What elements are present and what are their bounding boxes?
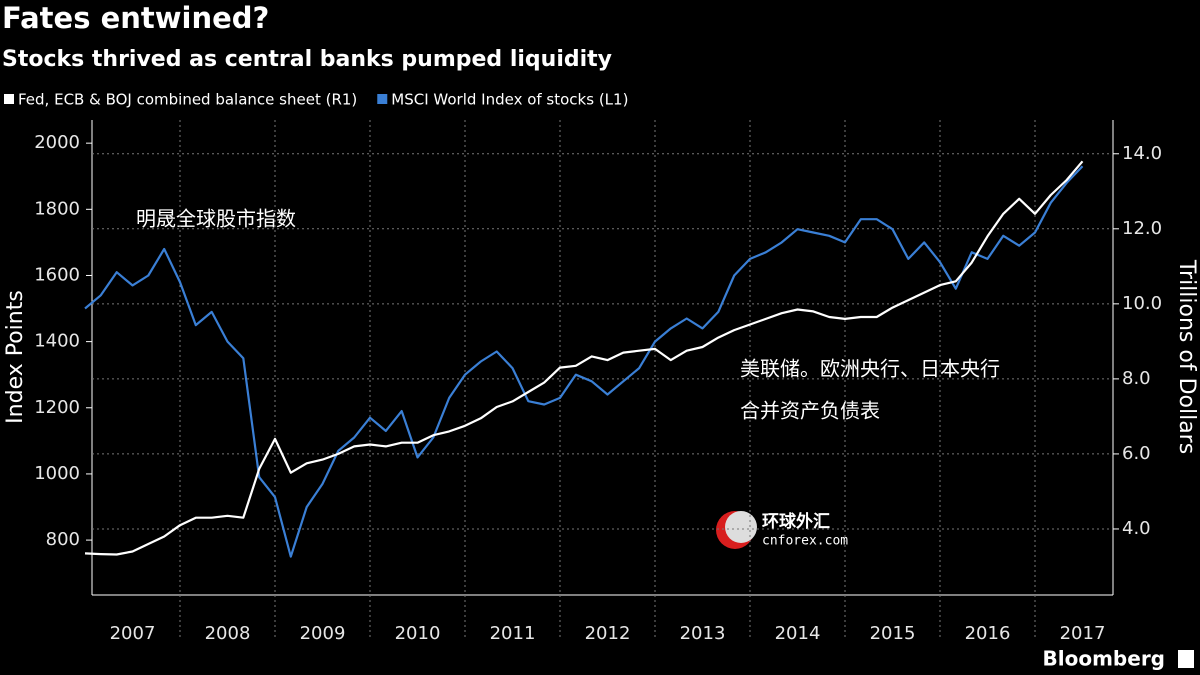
y-tick-label: 800 [46,529,80,550]
x-tick-label: 2010 [395,623,441,644]
legend-label: Fed, ECB & BOJ combined balance sheet (R… [18,91,357,109]
x-tick-label: 2011 [490,623,536,644]
x-tick-label: 2015 [870,623,916,644]
watermark-logo [725,511,757,543]
x-tick-label: 2017 [1060,623,1106,644]
y2-tick-label: 14.0 [1122,143,1162,164]
series-line [84,165,1084,558]
chart-subtitle: Stocks thrived as central banks pumped l… [2,47,612,72]
y-tick-label: 1000 [34,463,80,484]
source: Bloomberg [1043,647,1165,671]
y-tick-label: 1400 [34,331,80,352]
y2-tick-label: 8.0 [1122,368,1151,389]
legend-swatch [4,94,14,104]
annotation: 合并资产负债表 [740,399,880,423]
y-tick-label: 1600 [34,264,80,285]
legend-swatch [377,94,388,104]
y2-tick-label: 10.0 [1122,293,1162,314]
watermark: 环球外汇 [762,511,830,532]
x-tick-label: 2007 [110,623,156,644]
watermark: cnforex.com [762,534,848,549]
x-tick-label: 2014 [775,623,821,644]
annotation: 明晟全球股市指数 [136,207,296,231]
x-tick-label: 2008 [205,623,251,644]
chart-title: Fates entwined? [2,1,269,35]
y-tick-label: 2000 [34,132,80,153]
y2-axis-title: Trillions of Dollars [1174,259,1199,454]
y2-tick-label: 12.0 [1122,218,1162,239]
y-tick-label: 1200 [34,397,80,418]
x-tick-label: 2013 [680,623,726,644]
y-axis-title: Index Points [3,290,28,424]
y-tick-label: 1800 [34,198,80,219]
y2-tick-label: 6.0 [1122,443,1151,464]
x-tick-label: 2009 [300,623,346,644]
series-line [84,160,1084,556]
logo-icon [1178,650,1194,668]
x-tick-label: 2012 [585,623,631,644]
y2-tick-label: 4.0 [1122,518,1151,539]
legend-label: MSCI World Index of stocks (L1) [391,91,628,109]
x-tick-label: 2016 [965,623,1011,644]
annotation: 美联储。欧洲央行、日本央行 [740,357,1000,381]
